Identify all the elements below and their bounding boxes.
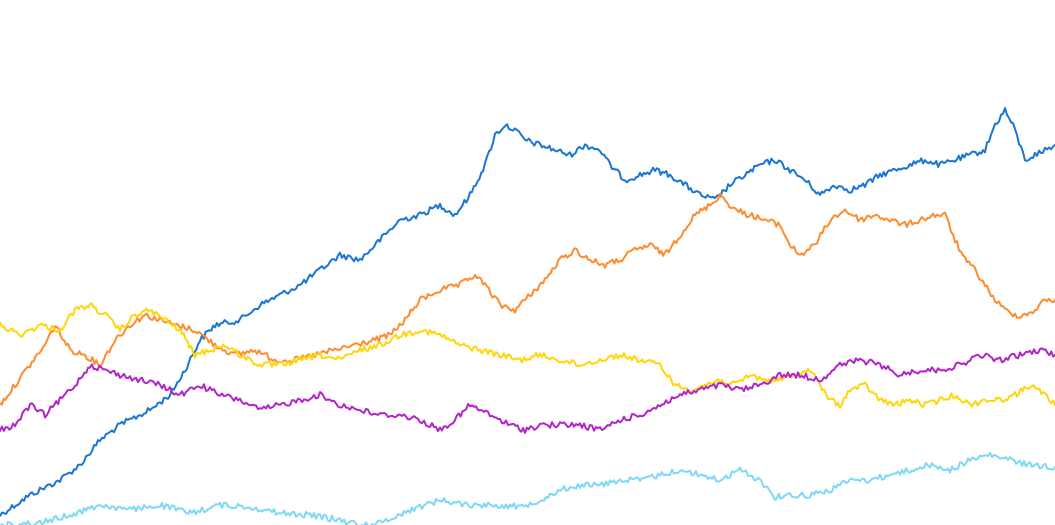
series-line-1	[0, 107, 1055, 517]
series-line-3	[0, 302, 1055, 409]
series-line-2	[0, 192, 1055, 406]
series-layer	[0, 107, 1055, 525]
series-line-5	[0, 452, 1055, 525]
series-line-4	[0, 347, 1055, 434]
